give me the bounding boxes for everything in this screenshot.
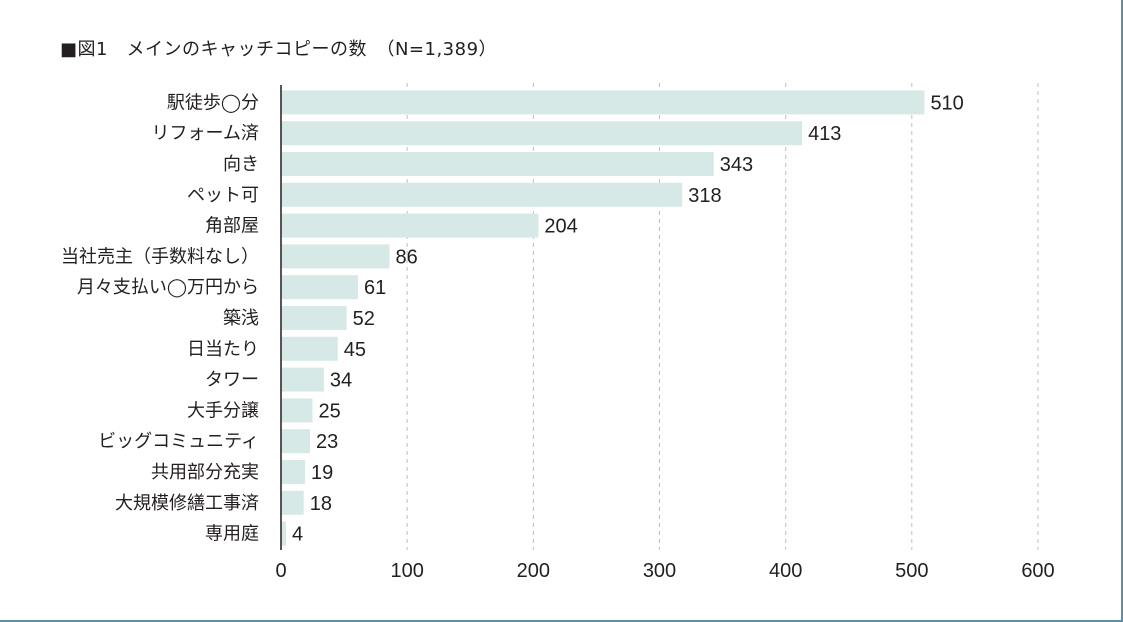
- value-label: 52: [353, 308, 375, 330]
- x-tick-label: 600: [1021, 560, 1054, 582]
- bar: [281, 398, 313, 423]
- bar: [281, 244, 390, 269]
- value-label: 86: [396, 246, 418, 268]
- value-label: 4: [292, 524, 303, 546]
- x-tick-label: 100: [390, 560, 423, 582]
- bar: [281, 336, 338, 361]
- bar: [281, 306, 347, 330]
- value-label: 343: [720, 154, 753, 176]
- value-label: 61: [364, 277, 386, 299]
- category-label: 駅徒歩◯分: [167, 92, 259, 113]
- value-label: 204: [544, 216, 577, 238]
- x-tick-label: 500: [895, 560, 928, 582]
- category-label: 築浅: [223, 308, 259, 329]
- category-label: 大規模修繕工事済: [115, 493, 259, 514]
- value-label: 18: [310, 493, 332, 515]
- category-label: 月々支払い◯万円から: [77, 277, 259, 298]
- category-label: 当社売主（手数料なし）: [61, 246, 259, 267]
- value-label: 19: [311, 462, 333, 484]
- bar: [281, 367, 324, 392]
- value-label: 45: [344, 339, 366, 361]
- value-label: 23: [316, 431, 338, 453]
- category-label: 角部屋: [205, 216, 259, 237]
- bar: [281, 275, 358, 300]
- x-tick-label: 300: [643, 560, 676, 582]
- bar: [281, 121, 803, 146]
- x-tick-label: 0: [275, 560, 286, 582]
- category-label: 共用部分充実: [151, 462, 259, 483]
- bar: [281, 213, 539, 238]
- category-label: 日当たり: [187, 339, 259, 360]
- labels: 0 100 200 300 400 500 600 駅徒歩◯分 510 リフォーム済 413 向き 34…: [61, 92, 1055, 582]
- bar: [281, 152, 714, 176]
- bars: [281, 90, 925, 546]
- value-label: 318: [688, 185, 721, 207]
- bar: [281, 90, 925, 115]
- category-label: ビッグコミュニティ: [98, 431, 259, 452]
- value-label: 413: [808, 123, 841, 145]
- category-label: 専用庭: [205, 524, 259, 545]
- value-label: 25: [319, 400, 341, 422]
- x-tick-label: 400: [769, 560, 802, 582]
- category-label: リフォーム済: [152, 123, 259, 144]
- x-tick-label: 200: [517, 560, 550, 582]
- chart-title: ■図1 メインのキャッチコピーの数 （N=1,389）: [60, 39, 498, 60]
- bar: [281, 182, 683, 207]
- bar: [281, 490, 304, 515]
- category-label: ペット可: [187, 185, 259, 206]
- grid-lines: [406, 83, 1039, 550]
- bar: [281, 521, 287, 546]
- bar: [281, 429, 311, 454]
- category-label: 大手分譲: [187, 400, 259, 421]
- bar: [281, 460, 305, 484]
- value-label: 510: [930, 92, 963, 114]
- value-label: 34: [330, 370, 352, 392]
- category-label: 向き: [223, 154, 259, 175]
- category-label: タワー: [205, 370, 259, 391]
